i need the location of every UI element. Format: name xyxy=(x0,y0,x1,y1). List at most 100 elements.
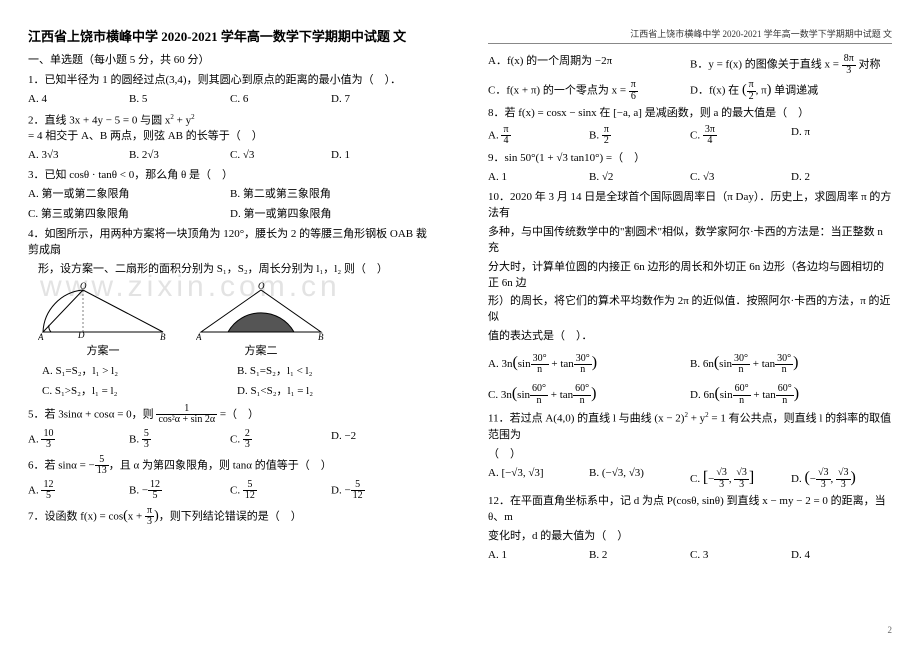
q7-opts: A．f(x) 的一个周期为 −2π B．y = f(x) 的图像关于直线 x =… xyxy=(488,54,892,102)
q8-D: D. π xyxy=(791,125,892,147)
q6Bd: 5 xyxy=(148,491,162,502)
q7Ca: C．f(x + π) 的一个零点为 x = xyxy=(488,85,629,97)
q7Cd: 6 xyxy=(629,92,638,103)
q4: 4．如图所示，用两种方案将一块顶角为 120°，腰长为 2 的等腰三角形钢板 O… xyxy=(28,227,432,400)
q10Bp: + tan xyxy=(750,358,775,370)
scheme1: A B O D 方案一 xyxy=(38,282,168,360)
q10Ds: sin xyxy=(720,389,733,401)
q7Dd: 2 xyxy=(747,92,756,103)
q11Dl: D. xyxy=(791,473,804,485)
svg-text:B: B xyxy=(318,332,324,342)
scheme2-label: 方案二 xyxy=(196,344,326,360)
q10B1d: n xyxy=(732,365,750,376)
q1-A: A. 4 xyxy=(28,92,129,108)
q8-A: A. π4 xyxy=(488,125,589,147)
q10D1d: n xyxy=(733,396,751,407)
q12-B: B. 2 xyxy=(589,548,690,564)
q10-l3: 分大时，计算单位圆的内接正 6n 边形的周长和外切正 6n 边形（各边均与圆相切… xyxy=(488,260,892,292)
q10D2d: n xyxy=(776,396,794,407)
svg-text:O: O xyxy=(258,282,265,291)
q12-C: C. 3 xyxy=(690,548,791,564)
q11Dd2: 3 xyxy=(836,480,851,491)
q6Cl: C. xyxy=(230,484,243,496)
q7-C: C．f(x + π) 的一个零点为 x = π6 xyxy=(488,80,690,102)
q5-opts: A. 103 B. 53 C. 23 D. −2 xyxy=(28,429,432,451)
q12: 12．在平面直角坐标系中，记 d 为点 P(cosθ, sinθ) 到直线 x … xyxy=(488,494,892,564)
q9-text: 9．sin 50°(1 + √3 tan10°) =（ ） xyxy=(488,151,892,167)
q10-l2: 多种，与中国传统数学中的"割圆术"相似，数学家阿尔·卡西的方法是：当正整数 n … xyxy=(488,225,892,257)
q3: 3．已知 cosθ · tanθ < 0，那么角 θ 是（ ） A. 第一或第二… xyxy=(28,168,432,223)
q7-B: B．y = f(x) 的图像关于直线 x = 8π3 对称 xyxy=(690,54,892,76)
q2-t2: + y xyxy=(174,114,191,126)
q8: 8．若 f(x) = cosx − sinx 在 [−a, a] 是减函数，则 … xyxy=(488,106,892,147)
q1-D: D. 7 xyxy=(331,92,432,108)
q1-C: C. 6 xyxy=(230,92,331,108)
svg-text:B: B xyxy=(160,332,166,342)
svg-text:D: D xyxy=(77,330,85,340)
q10As: sin xyxy=(518,358,531,370)
q1: 1．已知半径为 1 的圆经过点(3,4)，则其圆心到原点的距离的最小值为（ ）．… xyxy=(28,73,432,108)
q6-text: 6．若 sinα = −513，且 α 为第四象限角，则 tanα 的值等于（ … xyxy=(28,455,432,477)
q3-D: D. 第一或第四象限角 xyxy=(230,207,432,223)
q2: 2．直线 3x + 4y − 5 = 0 与圆 x2 + y2 = 4 相交于 … xyxy=(28,112,432,164)
q10-D: D. 6n(sin60°n + tan60°n) xyxy=(690,382,892,406)
q5Ad: 3 xyxy=(41,440,55,451)
q11-D: D. (−√33, √33) xyxy=(791,466,892,490)
q4-D: D. S₁<S₂，l₁ = l₂ xyxy=(237,384,432,400)
q10Dp: + tan xyxy=(751,389,776,401)
q12-opts: A. 1 B. 2 C. 3 D. 4 xyxy=(488,548,892,564)
q6-B: B. −125 xyxy=(129,480,230,502)
q10C1d: n xyxy=(530,396,548,407)
q12-A: A. 1 xyxy=(488,548,589,564)
q11-A: A. [−√3, √3] xyxy=(488,466,589,490)
q8-opts: A. π4 B. π2 C. 3π4 D. π xyxy=(488,125,892,147)
q11Cl: C. xyxy=(690,473,703,485)
q2-A: A. 3√3 xyxy=(28,148,129,164)
q6Al: A. xyxy=(28,484,41,496)
q11Cd1: 3 xyxy=(714,480,729,491)
q3-B: B. 第二或第三象限角 xyxy=(230,187,432,203)
q7Da: D．f(x) 在 xyxy=(690,85,742,97)
q7Bn: 8π xyxy=(842,54,856,66)
q8Al: A. xyxy=(488,130,501,142)
q10C1n: 60° xyxy=(530,384,548,396)
doc-title: 江西省上饶市横峰中学 2020-2021 学年高一数学下学期期中试题 文 xyxy=(28,28,432,47)
q5Cd: 3 xyxy=(243,440,252,451)
q12-l1: 12．在平面直角坐标系中，记 d 为点 P(cosθ, sinθ) 到直线 x … xyxy=(488,494,892,526)
q7-row2: C．f(x + π) 的一个零点为 x = π6 D．f(x) 在 (π2, π… xyxy=(488,80,892,102)
q10-row2: C. 3n(sin60°n + tan60°n) D. 6n(sin60°n +… xyxy=(488,382,892,406)
section-head: 一、单选题（每小题 5 分，共 60 分） xyxy=(28,53,432,69)
q6-opts: A. 125 B. −125 C. 512 D. −512 xyxy=(28,480,432,502)
q5-ta: 5．若 3sinα + cosα = 0，则 xyxy=(28,408,156,420)
q4-A: A. S₁=S₂，l₁ > l₂ xyxy=(42,364,237,380)
q9-D: D. 2 xyxy=(791,170,892,186)
q11-l1: 11．若过点 A(4,0) 的直线 l 与曲线 (x − 2)2 + y2 = … xyxy=(488,410,892,444)
q5-B: B. 53 xyxy=(129,429,230,451)
scheme1-svg: A B O D xyxy=(38,282,168,342)
q2-t1: 2．直线 3x + 4y − 5 = 0 与圆 x xyxy=(28,114,170,126)
q10-B: B. 6n(sin30°n + tan30°n) xyxy=(690,351,892,375)
q11Dn1: √3 xyxy=(816,468,831,480)
q3-text: 3．已知 cosθ · tanθ < 0，那么角 θ 是（ ） xyxy=(28,168,432,184)
q6d: 13 xyxy=(95,466,109,477)
q11b: + y xyxy=(688,413,705,425)
scheme2: A B O 方案二 xyxy=(196,282,326,360)
q5-A: A. 103 xyxy=(28,429,129,451)
q6-D: D. −512 xyxy=(331,480,432,502)
q3-A: A. 第一或第二象限角 xyxy=(28,187,230,203)
q7-ta: 7．设函数 f(x) = cos xyxy=(28,510,123,522)
q4-opts1: A. S₁=S₂，l₁ > l₂ B. S₁=S₂，l₁ < l₂ xyxy=(28,364,432,380)
page-right: 江西省上饶市横峰中学 2020-2021 学年高一数学下学期期中试题 文 A．f… xyxy=(460,0,920,649)
q10A1d: n xyxy=(531,365,549,376)
q6Cd: 12 xyxy=(243,491,257,502)
q8-text: 8．若 f(x) = cosx − sinx 在 [−a, a] 是减函数，则 … xyxy=(488,106,892,122)
q10-A: A. 3n(sin30°n + tan30°n) xyxy=(488,351,690,375)
q7-A: A．f(x) 的一个周期为 −2π xyxy=(488,54,690,76)
q11Dd1: 3 xyxy=(816,480,831,491)
q9-A: A. 1 xyxy=(488,170,589,186)
scheme2-svg: A B O xyxy=(196,282,326,342)
page-left: www.zixin.com.cn 江西省上饶市横峰中学 2020-2021 学年… xyxy=(0,0,460,649)
q10D1n: 60° xyxy=(733,384,751,396)
q8Cd: 4 xyxy=(703,136,717,147)
q2-B: B. 2√3 xyxy=(129,148,230,164)
